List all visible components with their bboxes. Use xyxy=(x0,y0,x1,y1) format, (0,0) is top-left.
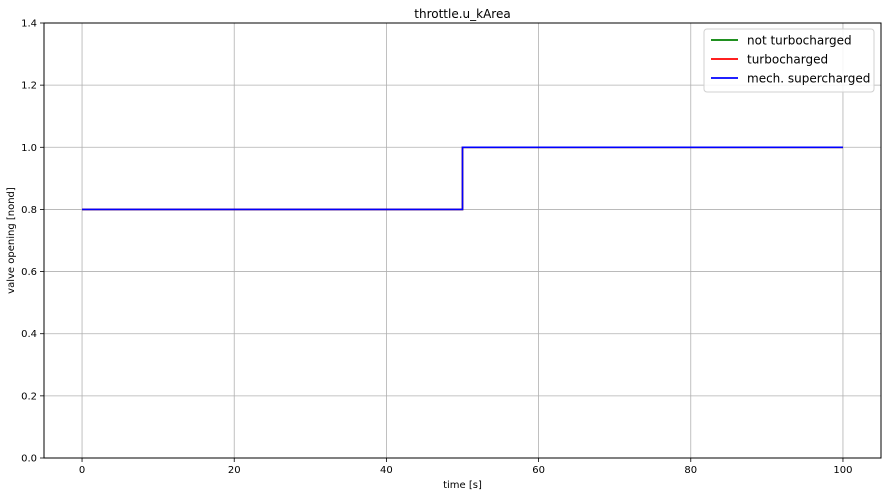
x-tick-label: 60 xyxy=(532,465,545,476)
series-line-2 xyxy=(82,146,843,211)
y-tick-label: 0.2 xyxy=(21,391,37,402)
x-tick-label: 20 xyxy=(228,465,241,476)
x-tick-label: 40 xyxy=(380,465,393,476)
legend-label-0: not turbocharged xyxy=(747,34,852,48)
x-tick-label: 80 xyxy=(684,465,697,476)
plot-frame xyxy=(43,22,882,459)
y-tick-label: 1.4 xyxy=(21,19,37,30)
series-layer xyxy=(82,146,843,211)
chart-title: throttle.u_kArea xyxy=(414,7,510,21)
legend-label-1: turbocharged xyxy=(747,53,828,67)
y-tick-label: 0.6 xyxy=(21,267,37,278)
x-axis-label: time [s] xyxy=(443,480,482,491)
x-tick-label: 0 xyxy=(79,465,85,476)
y-tick-label: 1.2 xyxy=(21,81,37,92)
legend-label-2: mech. supercharged xyxy=(747,72,870,86)
x-tick-label: 100 xyxy=(833,465,852,476)
y-tick-label: 1.0 xyxy=(21,143,37,154)
legend: not turbocharged turbocharged mech. superc… xyxy=(703,28,875,93)
y-tick-label: 0.4 xyxy=(21,329,37,340)
y-tick-label: 0.8 xyxy=(21,205,37,216)
ticks: 0 20 40 60 80 100 0.0 0.2 0.4 0.6 0.8 1.0 1.2 1.4 xyxy=(21,19,852,477)
legend-box xyxy=(703,28,875,93)
y-axis-label: valve opening [nond] xyxy=(6,187,17,294)
y-tick-label: 0.0 xyxy=(21,454,37,465)
